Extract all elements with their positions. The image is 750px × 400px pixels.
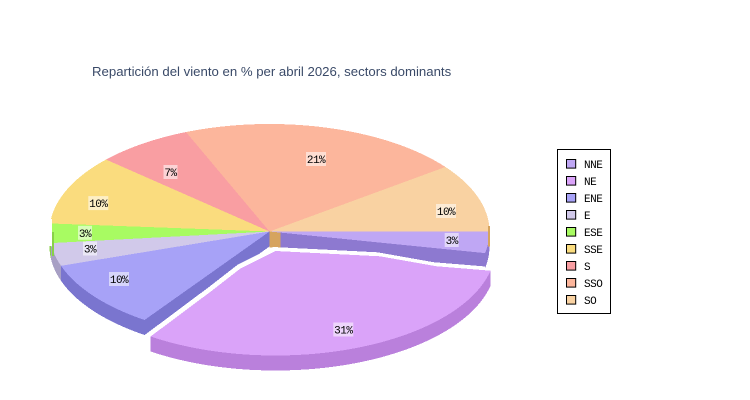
svg-text:7%: 7% [164,168,177,180]
svg-text:21%: 21% [307,155,326,167]
svg-text:ESE: ESE [584,228,603,240]
svg-text:NE: NE [584,177,597,189]
svg-text:S: S [584,262,591,274]
svg-text:10%: 10% [437,207,456,219]
svg-text:10%: 10% [110,275,129,287]
svg-text:3%: 3% [79,229,92,241]
svg-text:3%: 3% [84,245,97,257]
svg-text:E: E [584,211,591,223]
svg-text:SO: SO [584,296,597,308]
svg-text:31%: 31% [334,326,353,338]
svg-text:Repartición del viento en % pe: Repartición del viento en % per abril 20… [92,64,452,79]
svg-text:SSO: SSO [584,279,603,291]
svg-text:NNE: NNE [584,160,603,172]
svg-text:SSE: SSE [584,245,603,257]
svg-text:10%: 10% [89,199,108,211]
svg-text:ENE: ENE [584,194,603,206]
svg-text:3%: 3% [446,236,459,248]
